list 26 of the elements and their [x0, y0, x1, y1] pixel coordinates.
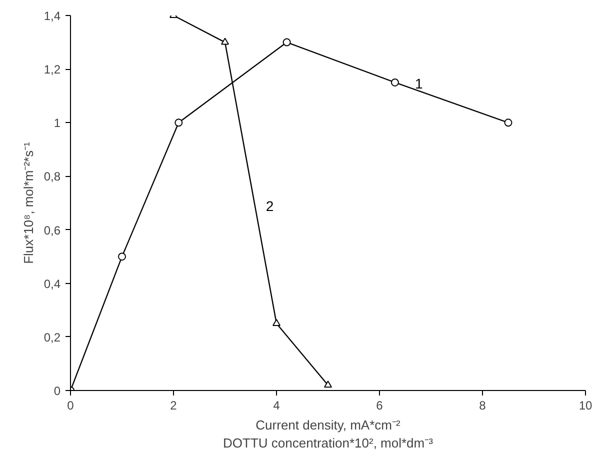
x-tick-label: 8 — [479, 398, 486, 412]
y-tick-label: 0,4 — [44, 276, 61, 291]
point — [390, 78, 399, 86]
point — [174, 118, 183, 127]
point — [504, 118, 512, 127]
y-tick-label: 1 — [54, 116, 61, 130]
point — [221, 38, 229, 45]
x-tick-label: 0 — [67, 398, 74, 412]
y-tick-label: 1,2 — [44, 62, 61, 77]
x-tick-label: 4 — [273, 398, 280, 412]
point — [118, 252, 126, 261]
series-label: 1 — [414, 76, 423, 92]
x-tick-label: 10 — [578, 398, 592, 412]
x-tick-label: 6 — [376, 398, 384, 412]
series-label: 2 — [266, 198, 274, 214]
y-tick-label: 0,8 — [44, 170, 61, 184]
x-tick-label: 2 — [170, 398, 178, 412]
point — [282, 38, 291, 46]
x-axis-title: Current density, mA*cm⁻² DOTTU concentration*10², mol*dm⁻³ — [223, 418, 434, 450]
point — [272, 318, 280, 326]
y-tick-label: 0 — [54, 384, 61, 398]
y-tick-label: 0,6 — [44, 223, 61, 238]
y-tick-label: 0,2 — [44, 330, 61, 344]
point — [324, 380, 332, 388]
y-axis-title: Flux*10⁸, mol*m⁻²*s⁻¹ — [20, 141, 36, 264]
y-tick-label: 1,4 — [44, 9, 61, 23]
